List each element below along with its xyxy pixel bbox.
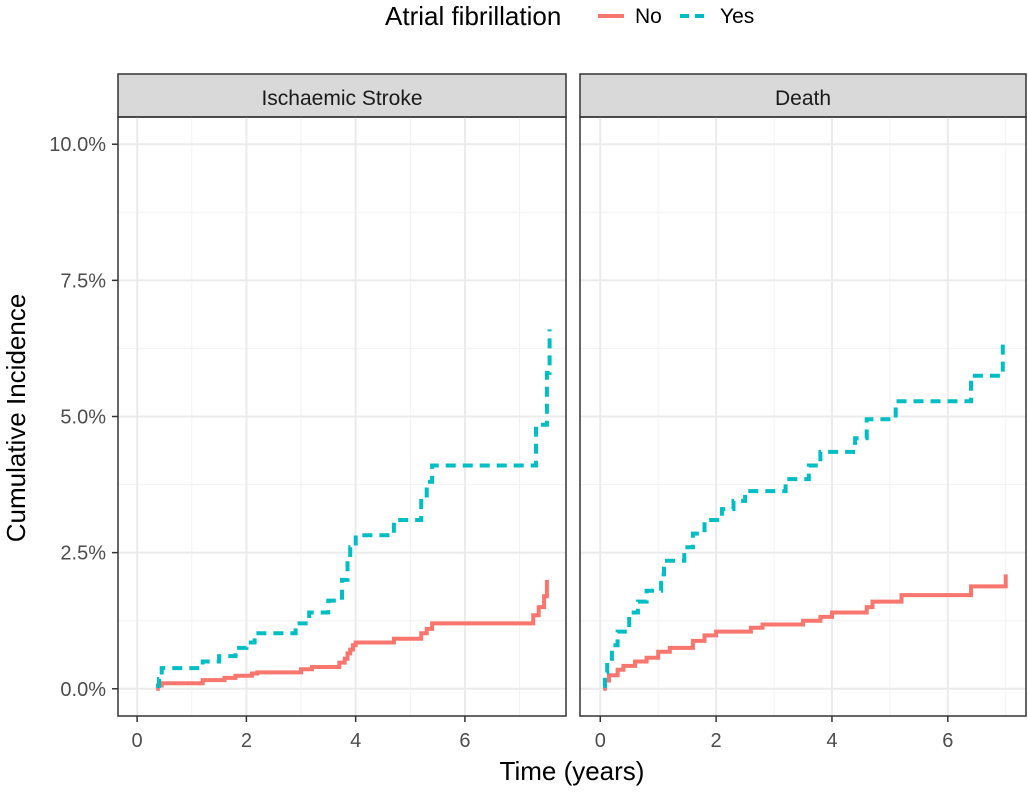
x-axis-title: Time (years) bbox=[500, 756, 645, 786]
y-tick-label: 5.0% bbox=[60, 407, 106, 429]
facet-strip bbox=[579, 73, 1027, 118]
legend: Atrial fibrillation No Yes bbox=[385, 1, 754, 31]
series-line-yes bbox=[602, 340, 1005, 688]
facet-label: Ischaemic Stroke bbox=[261, 87, 422, 110]
facet-label: Death bbox=[775, 87, 831, 110]
y-tick-label: 2.5% bbox=[60, 543, 106, 565]
x-tick-label: 4 bbox=[826, 730, 837, 752]
y-axis-title: Cumulative Incidence bbox=[1, 294, 31, 543]
x-tick-label: 6 bbox=[942, 730, 953, 752]
panel-border bbox=[579, 116, 1027, 717]
series-line-no bbox=[155, 579, 549, 691]
x-tick-label: 2 bbox=[711, 730, 722, 752]
facet-strip bbox=[117, 73, 567, 118]
y-tick-label: 0.0% bbox=[60, 679, 106, 701]
legend-title: Atrial fibrillation bbox=[385, 1, 561, 31]
x-tick-label: 6 bbox=[459, 730, 470, 752]
panel-ischaemic-stroke: Ischaemic Stroke 0 2 4 6 0.0% 2.5% 5.0% 7.5% 10.0… bbox=[49, 73, 567, 752]
x-tick-label: 4 bbox=[350, 730, 361, 752]
x-tick-label: 0 bbox=[595, 730, 606, 752]
x-tick-label: 0 bbox=[132, 730, 143, 752]
y-tick-label: 10.0% bbox=[49, 134, 106, 156]
series-line-yes bbox=[156, 329, 552, 688]
legend-label-no: No bbox=[635, 5, 662, 28]
y-tick-label: 7.5% bbox=[60, 270, 106, 292]
legend-label-yes: Yes bbox=[720, 5, 754, 28]
series-line-no bbox=[602, 574, 1008, 691]
panel-death: Death 0 2 4 6 bbox=[579, 73, 1027, 752]
x-tick-label: 2 bbox=[241, 730, 252, 752]
